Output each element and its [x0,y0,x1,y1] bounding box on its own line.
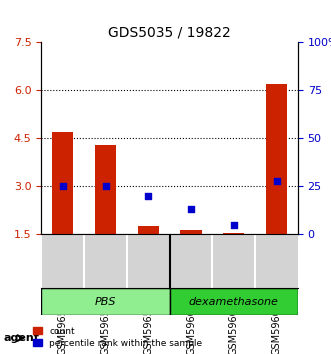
Point [188,207,194,212]
Legend: count, percentile rank within the sample: count, percentile rank within the sample [31,325,204,349]
Point [103,184,108,189]
Bar [180,230,202,234]
Bar [52,132,73,234]
Point [60,184,66,189]
FancyBboxPatch shape [41,288,169,315]
Text: PBS: PBS [95,297,116,307]
Point [231,222,236,228]
FancyBboxPatch shape [169,288,298,315]
Point [274,178,279,183]
Point [146,193,151,199]
Text: dexamethasone: dexamethasone [189,297,279,307]
Bar [223,233,245,234]
Bar [95,145,116,234]
Title: GDS5035 / 19822: GDS5035 / 19822 [108,26,231,40]
Text: agent: agent [3,333,39,343]
Bar [266,84,287,234]
Bar [138,227,159,234]
